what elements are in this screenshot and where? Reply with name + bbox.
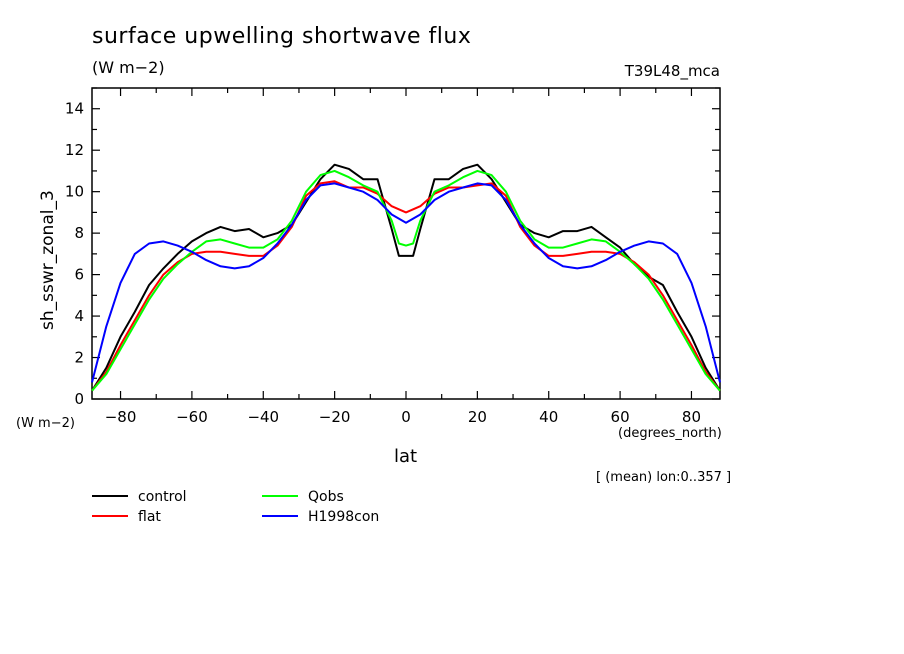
y-tick-label: 0 (74, 390, 84, 408)
y-tick-label: 14 (65, 100, 84, 118)
x-tick-label: 60 (611, 408, 630, 426)
legend-label-control: control (138, 489, 187, 505)
x-tick-label: −80 (105, 408, 137, 426)
y-tick-label: 2 (74, 349, 84, 367)
legend-label-h1998con: H1998con (308, 509, 379, 525)
x-tick-label: −60 (176, 408, 208, 426)
chart-units: (W m−2) (92, 58, 165, 77)
series-line-control (91, 163, 721, 392)
x-axis-units: (degrees_north) (618, 426, 722, 441)
x-tick-label: 0 (401, 408, 411, 426)
x-axis-label: lat (394, 446, 418, 467)
axes: −80 −60 −40 −20 0 20 40 60 80 0 2 4 6 8 10 12 14 (65, 87, 721, 426)
chart-title: surface upwelling shortwave flux (92, 24, 472, 49)
y-tick-label: 10 (65, 183, 84, 201)
legend-label-flat: flat (138, 509, 161, 525)
x-tick-label: 20 (468, 408, 487, 426)
x-tick-label: 80 (682, 408, 701, 426)
x-tick-label: 40 (539, 408, 558, 426)
legend-label-qobs: Qobs (308, 489, 344, 505)
y-tick-label: 8 (74, 224, 84, 242)
y-tick-label: 6 (74, 266, 84, 284)
y-axis-units: (W m−2) (16, 416, 75, 431)
x-tick-label: −20 (319, 408, 351, 426)
run-label: T39L48_mca (624, 62, 720, 80)
y-tick-label: 12 (65, 141, 84, 159)
series-lines (91, 163, 721, 392)
series-line-flat (91, 180, 721, 392)
series-line-qobs (91, 169, 721, 392)
x-tick-label: −40 (247, 408, 279, 426)
legend: control Qobs flat H1998con (92, 489, 379, 525)
averaging-note: [ (mean) lon:0..357 ] (596, 470, 732, 485)
y-tick-label: 4 (74, 307, 84, 325)
plot-frame (91, 87, 721, 400)
series-line-h1998con (91, 182, 721, 383)
